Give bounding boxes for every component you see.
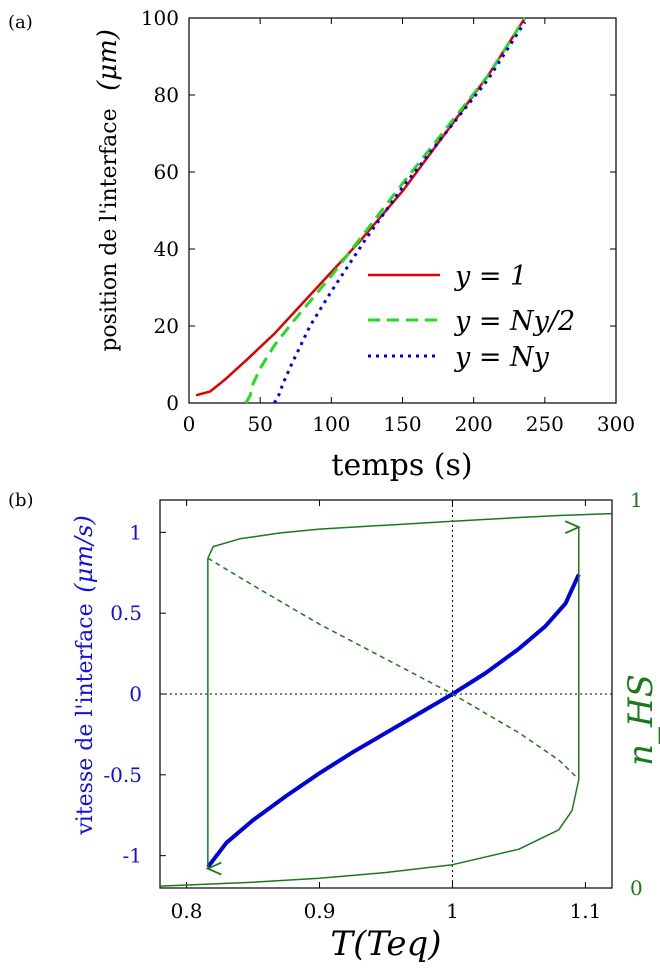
x-tick-label: 0: [183, 412, 196, 436]
legend-label-yNy: y = Ny: [454, 342, 550, 373]
x-tick-label: 0.9: [304, 899, 336, 923]
y-tick-label: 20: [154, 314, 179, 338]
panel-a-legend: y = 1 y = Ny/2 y = Ny: [368, 261, 575, 373]
y-tick-label: 40: [154, 237, 179, 261]
x-tick-label: 1.1: [570, 899, 602, 923]
y-tick-label: 100: [141, 6, 179, 30]
y-tick-label: 60: [154, 160, 179, 184]
panel-a-y-axis-unit: (μm): [93, 29, 123, 91]
x-tick-label: 1: [446, 899, 459, 923]
x-tick-label: 250: [526, 412, 564, 436]
series-line-3: [159, 779, 580, 887]
panel-b-ticks: 0.8 0.9 1 1.1 1 0.5 0 -0.5 -1 1 0: [103, 488, 642, 923]
series-line-2: [244, 17, 527, 404]
panel-a-label: (a): [8, 12, 33, 33]
y-tick-label: 80: [154, 83, 179, 107]
panel-a-series: [195, 17, 527, 404]
panel-b-series: [159, 500, 613, 888]
y2-tick-label: 1: [630, 488, 643, 512]
x-tick-label: 50: [247, 412, 272, 436]
series-line-3: [273, 21, 527, 404]
x-tick-label: 150: [383, 412, 421, 436]
y2-tick-label: 0: [630, 876, 643, 900]
series-line-4: [207, 557, 580, 780]
panel-b-label: (b): [8, 490, 34, 511]
panel-a-y-axis-label: position de l'interface: [97, 108, 122, 351]
x-tick-label: 100: [312, 412, 350, 436]
series-line-1: [206, 573, 581, 869]
y-tick-label: 1: [129, 520, 142, 544]
panel-b-y-axis-label: vitesse de l'interface: [73, 603, 98, 835]
panel-b-y-axis-unit: (μm/s): [70, 515, 98, 592]
panel-a-x-axis-label: temps (s): [331, 448, 472, 483]
x-tick-label: 200: [455, 412, 493, 436]
legend-label-y1: y = 1: [454, 261, 527, 292]
y-tick-label: 0: [129, 682, 142, 706]
panel-b-y2-axis-label: n_HS: [621, 674, 660, 766]
panel-a-frame: [188, 17, 617, 404]
legend-label-yNy2: y = Ny/2: [454, 306, 575, 337]
series-line-1: [195, 17, 526, 397]
series-line-2: [207, 512, 613, 559]
x-tick-label: 0.8: [171, 899, 203, 923]
y-tick-label: 0: [166, 391, 179, 415]
panel-b-chart: 0.8 0.9 1 1.1 1 0.5 0 -0.5 -1 1 0: [103, 488, 642, 923]
panel-a-ticks: 0 50 100 150 200 250 300 0 20 40 60 80 100: [141, 6, 635, 436]
panel-a-chart: 0 50 100 150 200 250 300 0 20 40 60 80 100: [141, 6, 635, 436]
y-tick-label: 0.5: [110, 601, 142, 625]
panel-b-x-axis-label: T(Teq): [330, 924, 441, 964]
x-tick-label: 300: [597, 412, 635, 436]
y-tick-label: -1: [123, 844, 142, 868]
y-tick-label: -0.5: [103, 763, 142, 787]
